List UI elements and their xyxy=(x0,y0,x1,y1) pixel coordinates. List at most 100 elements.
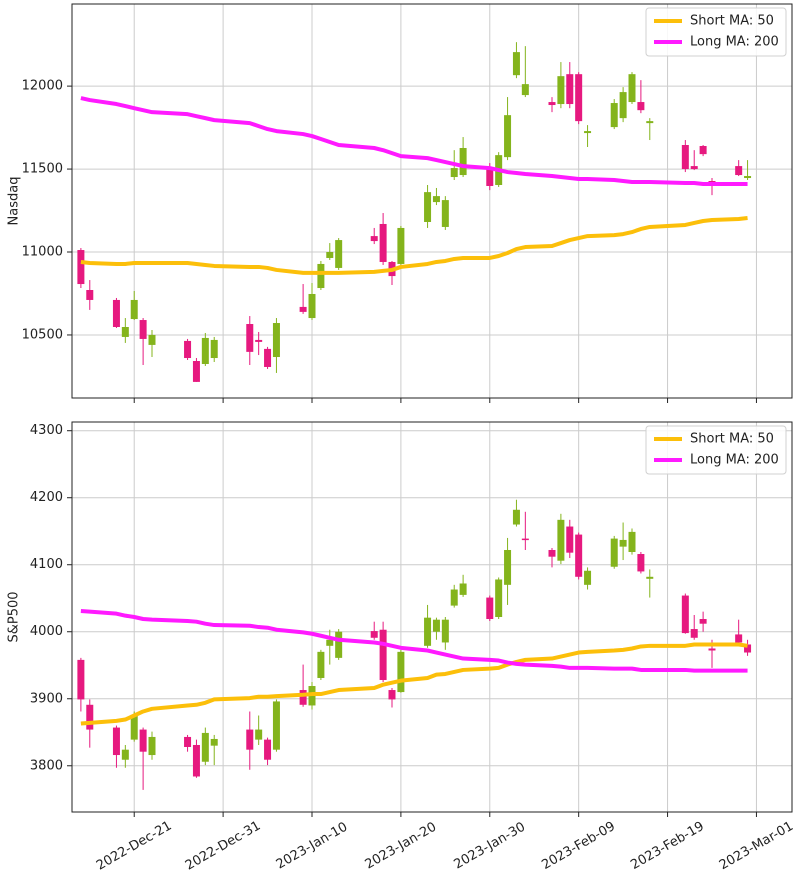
candle-body xyxy=(148,736,156,756)
candle-body xyxy=(201,337,209,364)
candle-body xyxy=(308,293,316,319)
x-tick-label: 2022-Dec-21 xyxy=(94,818,174,873)
y-tick-label: 10500 xyxy=(22,327,63,342)
candle-body xyxy=(246,729,254,750)
candle-body xyxy=(548,549,556,557)
candle-body xyxy=(566,74,574,105)
candle-body xyxy=(646,121,654,124)
candle-body xyxy=(299,690,307,705)
candle-body xyxy=(441,619,449,643)
y-axis-label: Nasdaq xyxy=(7,177,22,226)
candle-body xyxy=(548,102,556,106)
candle-body xyxy=(681,595,689,634)
candle-body xyxy=(335,631,343,658)
candle-body xyxy=(326,639,334,646)
candle-body xyxy=(637,554,645,572)
y-tick-label: 4100 xyxy=(30,557,63,572)
candle-body xyxy=(424,617,432,646)
candle-body xyxy=(201,732,209,762)
candle-body xyxy=(512,52,520,76)
candle-body xyxy=(112,299,120,327)
legend-label: Short MA: 50 xyxy=(690,14,774,29)
candle-body xyxy=(139,729,147,752)
candle-body xyxy=(192,744,200,777)
candle-body xyxy=(184,340,192,359)
candle-body xyxy=(690,629,698,638)
y-tick-label: 11500 xyxy=(22,162,63,177)
candle-body xyxy=(397,651,405,693)
candle-body xyxy=(112,727,120,756)
candle-body xyxy=(397,227,405,264)
x-tick-label: 2023-Jan-10 xyxy=(274,820,351,873)
candle-body xyxy=(504,549,512,585)
candle-body xyxy=(566,526,574,553)
candle-body xyxy=(628,531,636,552)
candle-body xyxy=(388,690,396,700)
x-tick-label: 2023-Jan-30 xyxy=(451,820,528,873)
candle-body xyxy=(130,714,138,740)
candle-body xyxy=(255,339,263,342)
candle-body xyxy=(255,729,263,740)
legend-label: Long MA: 200 xyxy=(690,35,779,50)
candle-body xyxy=(272,323,280,358)
candle-body xyxy=(139,320,147,339)
candle-body xyxy=(699,619,707,624)
candle-body xyxy=(486,167,494,186)
candle-body xyxy=(575,534,583,577)
moving-average-line xyxy=(80,608,748,673)
candle-body xyxy=(77,250,85,285)
candle-body xyxy=(584,570,592,585)
candle-body xyxy=(210,738,218,746)
candle-body xyxy=(628,74,636,103)
candle-body xyxy=(744,644,752,653)
y-tick-label: 12000 xyxy=(22,79,63,94)
plot-frame xyxy=(71,421,793,813)
candle-body xyxy=(379,629,387,680)
candle-body xyxy=(77,659,85,700)
legend-label: Long MA: 200 xyxy=(690,453,779,468)
candle-body xyxy=(735,166,743,176)
candle-body xyxy=(86,290,94,300)
y-tick-label: 3800 xyxy=(30,758,63,773)
candle-body xyxy=(619,539,627,547)
candle-body xyxy=(264,348,272,367)
candle-body xyxy=(610,103,618,128)
candle-body xyxy=(370,236,378,242)
candle-body xyxy=(432,619,440,632)
legend-label: Short MA: 50 xyxy=(690,432,774,447)
candle-body xyxy=(681,145,689,170)
candle-body xyxy=(708,648,716,651)
y-tick-label: 4000 xyxy=(30,624,63,639)
candle-body xyxy=(148,334,156,345)
candle-body xyxy=(699,146,707,155)
candle-body xyxy=(637,102,645,111)
candle-body xyxy=(512,509,520,525)
candle-body xyxy=(441,200,449,227)
x-tick-label: 2023-Feb-09 xyxy=(539,819,618,873)
candle-body xyxy=(521,84,529,96)
candle-body xyxy=(557,76,565,105)
candle-body xyxy=(575,74,583,122)
candle-body xyxy=(264,739,272,760)
candle-body xyxy=(335,240,343,268)
candle-body xyxy=(86,704,94,730)
candle-body xyxy=(504,115,512,158)
candle-body xyxy=(486,597,494,620)
moving-average-line xyxy=(80,216,748,275)
candle-body xyxy=(130,299,138,320)
candle-body xyxy=(450,589,458,606)
x-tick-label: 2023-Feb-19 xyxy=(628,819,707,873)
candle-body xyxy=(557,519,565,561)
candle-body xyxy=(690,166,698,170)
candle-body xyxy=(299,306,307,312)
candle-body xyxy=(379,223,387,262)
y-tick-label: 11000 xyxy=(22,245,63,260)
plot-frame xyxy=(71,3,793,399)
x-tick-label: 2023-Mar-01 xyxy=(717,819,796,873)
candle-body xyxy=(646,576,654,579)
candle-body xyxy=(584,131,592,134)
candle-body xyxy=(450,168,458,178)
candle-body xyxy=(459,147,467,176)
candle-body xyxy=(192,361,200,382)
